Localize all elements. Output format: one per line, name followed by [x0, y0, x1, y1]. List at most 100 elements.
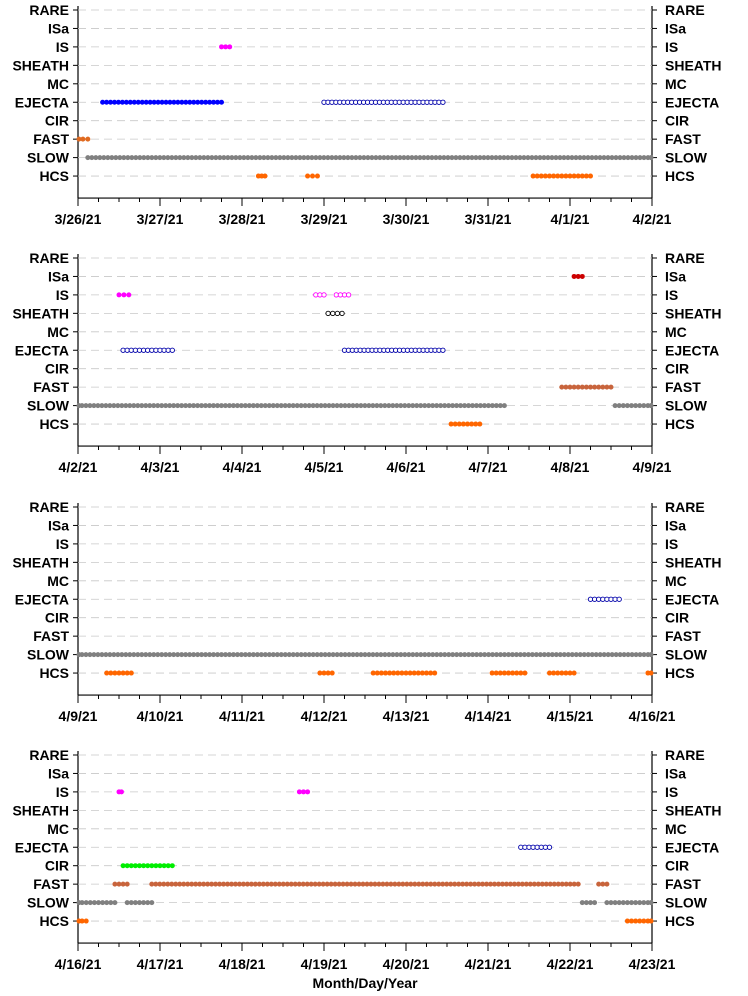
data-point [567, 670, 573, 676]
data-point [388, 881, 394, 887]
panel-2: RARE RARE ISa ISa IS IS SHEATH SHEATH MC MC EJECTA… [12, 250, 721, 475]
y-label-left: SLOW [27, 150, 70, 166]
data-point [175, 99, 181, 105]
data-point [402, 652, 408, 658]
data-point [410, 652, 416, 658]
data-point [209, 155, 215, 161]
data-point [96, 900, 101, 906]
data-point [494, 652, 500, 658]
data-point [316, 881, 322, 887]
data-point [338, 652, 344, 658]
data-point [205, 155, 211, 161]
y-label-left: CIR [45, 858, 69, 874]
data-point [209, 881, 215, 887]
data-point [329, 670, 335, 676]
data-point [350, 403, 356, 409]
data-point [181, 881, 187, 887]
data-point [165, 863, 171, 869]
data-point [358, 403, 364, 409]
series-is-open [313, 292, 352, 298]
data-point [449, 155, 455, 161]
data-point [262, 652, 268, 658]
data-point [534, 173, 540, 179]
data-point [445, 155, 451, 161]
y-label-left: MC [47, 821, 69, 837]
data-point [117, 155, 123, 161]
data-point [203, 652, 209, 658]
data-point [460, 881, 466, 887]
data-point [115, 652, 121, 658]
data-point [280, 881, 286, 887]
data-point [321, 292, 327, 298]
data-point [360, 881, 366, 887]
x-tick-label: 4/2/21 [59, 459, 98, 475]
data-point [137, 155, 143, 161]
data-point [223, 44, 229, 50]
data-point [191, 652, 197, 658]
data-point [633, 155, 639, 161]
data-point [349, 155, 355, 161]
data-point [85, 155, 91, 161]
data-point [641, 918, 647, 924]
data-point [215, 99, 221, 105]
data-point [149, 881, 155, 887]
data-point [337, 155, 343, 161]
data-point [370, 670, 376, 676]
y-label-left: EJECTA [15, 342, 69, 358]
data-point [472, 881, 478, 887]
data-point [193, 155, 199, 161]
data-point [377, 155, 383, 161]
data-point [477, 403, 483, 409]
data-point [473, 421, 479, 427]
data-point [189, 155, 195, 161]
x-tick-label: 4/16/21 [55, 956, 102, 972]
data-point [477, 155, 483, 161]
data-point [453, 155, 459, 161]
data-point [254, 652, 260, 658]
data-point [79, 652, 85, 658]
data-point [581, 155, 587, 161]
data-point [112, 900, 118, 906]
y-label-left: IS [56, 536, 69, 552]
data-point [563, 881, 569, 887]
y-label-right: SLOW [665, 150, 708, 166]
data-point [274, 403, 280, 409]
data-point [497, 155, 503, 161]
data-point [518, 670, 524, 676]
data-point [452, 881, 458, 887]
data-point [197, 881, 203, 887]
data-point [258, 403, 264, 409]
y-label-right: HCS [665, 168, 695, 184]
series-ejecta-open [587, 596, 622, 602]
data-point [214, 403, 220, 409]
data-point [256, 881, 262, 887]
data-point [559, 670, 565, 676]
data-point [187, 99, 193, 105]
y-label-right: IS [665, 287, 678, 303]
y-label-right: IS [665, 536, 678, 552]
data-point [124, 670, 130, 676]
data-point [151, 403, 157, 409]
data-point [597, 652, 603, 658]
data-point [437, 155, 443, 161]
data-point [624, 403, 630, 409]
data-point [366, 403, 372, 409]
data-point [83, 900, 89, 906]
data-point [191, 99, 197, 105]
data-point [386, 652, 392, 658]
data-point [507, 881, 513, 887]
data-point [446, 403, 452, 409]
x-tick-label: 4/5/21 [305, 459, 344, 475]
data-point [571, 273, 577, 279]
data-point [129, 155, 135, 161]
data-point [288, 881, 294, 887]
data-point [197, 155, 203, 161]
data-point [641, 155, 647, 161]
data-point [226, 403, 232, 409]
data-point [533, 652, 539, 658]
data-point [545, 155, 551, 161]
data-point [151, 652, 157, 658]
x-tick-label: 4/22/21 [547, 956, 594, 972]
data-point [318, 403, 324, 409]
data-point [310, 403, 316, 409]
